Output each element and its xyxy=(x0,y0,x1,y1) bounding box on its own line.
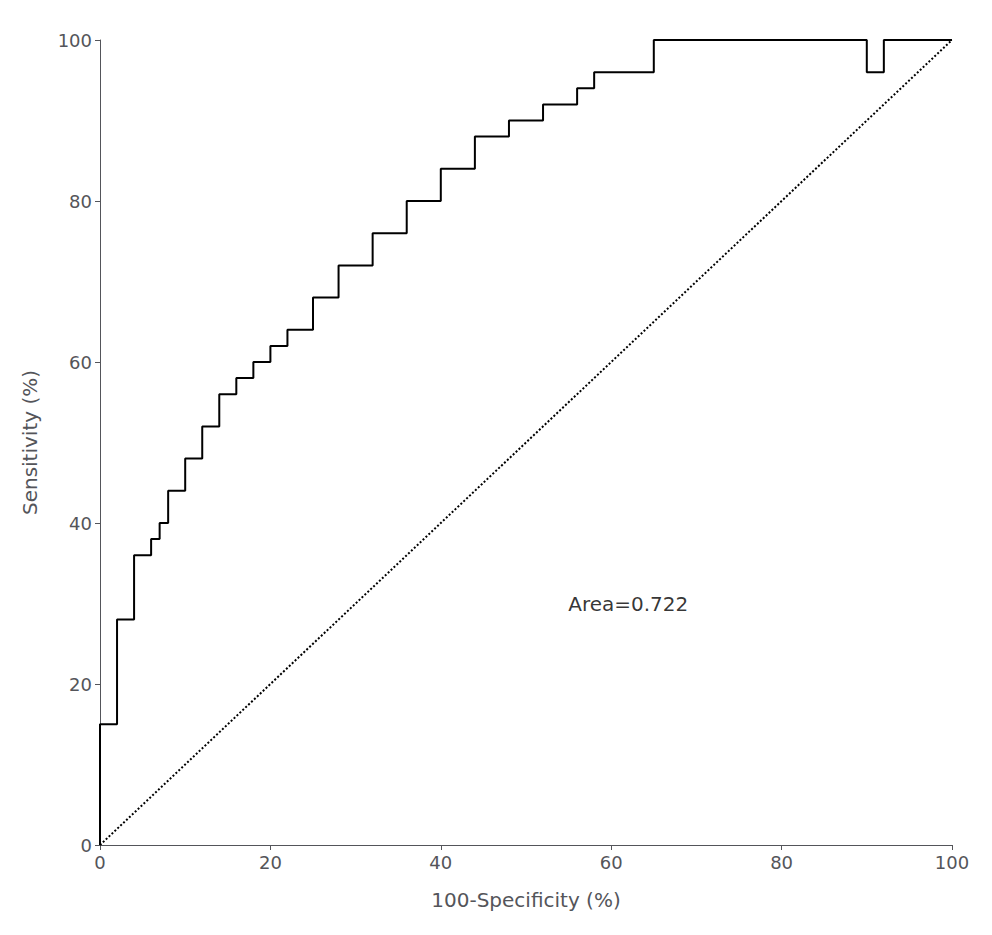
svg-text:60: 60 xyxy=(69,352,92,373)
svg-text:100: 100 xyxy=(58,30,92,51)
svg-text:80: 80 xyxy=(69,191,92,212)
svg-text:100-Specificity (%): 100-Specificity (%) xyxy=(431,888,620,912)
svg-text:20: 20 xyxy=(259,852,282,873)
svg-text:100: 100 xyxy=(935,852,969,873)
svg-text:Area=0.722: Area=0.722 xyxy=(568,592,688,616)
svg-text:40: 40 xyxy=(429,852,452,873)
svg-text:20: 20 xyxy=(69,674,92,695)
svg-text:60: 60 xyxy=(600,852,623,873)
svg-text:80: 80 xyxy=(770,852,793,873)
svg-text:Sensitivity (%): Sensitivity (%) xyxy=(18,370,42,515)
svg-text:40: 40 xyxy=(69,513,92,534)
svg-text:0: 0 xyxy=(81,835,92,856)
svg-text:0: 0 xyxy=(94,852,105,873)
